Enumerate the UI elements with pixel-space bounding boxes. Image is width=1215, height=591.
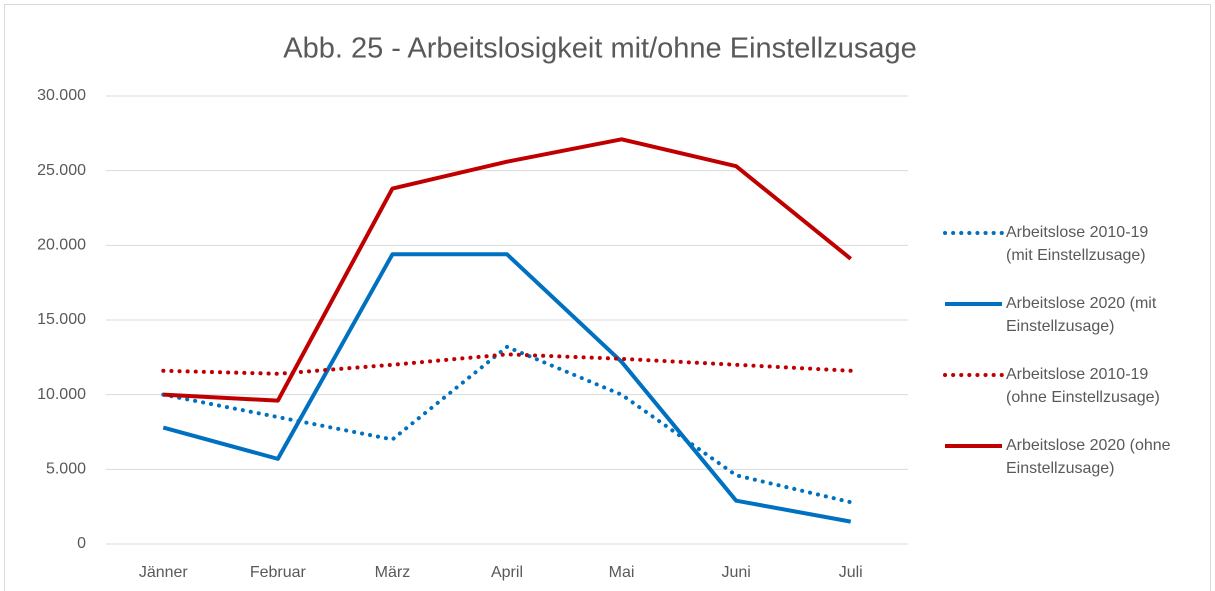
x-tick-label: Februar xyxy=(250,564,307,581)
y-tick-label: 15.000 xyxy=(37,311,86,328)
y-tick-label: 30.000 xyxy=(37,87,86,104)
x-tick-label: Jänner xyxy=(139,564,189,581)
x-tick-label: März xyxy=(375,564,411,581)
y-tick-label: 10.000 xyxy=(37,386,86,403)
series-line xyxy=(161,352,853,376)
y-tick-label: 20.000 xyxy=(37,237,86,254)
y-tick-label: 25.000 xyxy=(37,162,86,179)
chart-border xyxy=(4,4,1211,591)
x-tick-label: Juni xyxy=(721,564,750,581)
x-tick-label: Mai xyxy=(609,564,635,581)
series-line xyxy=(162,252,852,524)
legend-label: Arbeitslose 2020 (ohne Einstellzusage) xyxy=(1006,437,1171,477)
legend-label: Arbeitslose 2010-19 (mit Einstellzusage) xyxy=(1006,224,1149,264)
series-line xyxy=(163,137,852,403)
y-tick-label: 5.000 xyxy=(46,461,86,478)
legend-label: Arbeitslose 2020 (mit Einstellzusage) xyxy=(1006,295,1157,335)
series-line xyxy=(161,344,853,505)
y-tick-label: 0 xyxy=(77,535,86,552)
legend-label: Arbeitslose 2010-19 (ohne Einstellzusage… xyxy=(1006,366,1160,406)
chart-title: Abb. 25 - Arbeitslosigkeit mit/ohne Eins… xyxy=(283,33,917,65)
x-tick-label: Juli xyxy=(839,564,863,581)
x-tick-label: April xyxy=(491,564,523,581)
